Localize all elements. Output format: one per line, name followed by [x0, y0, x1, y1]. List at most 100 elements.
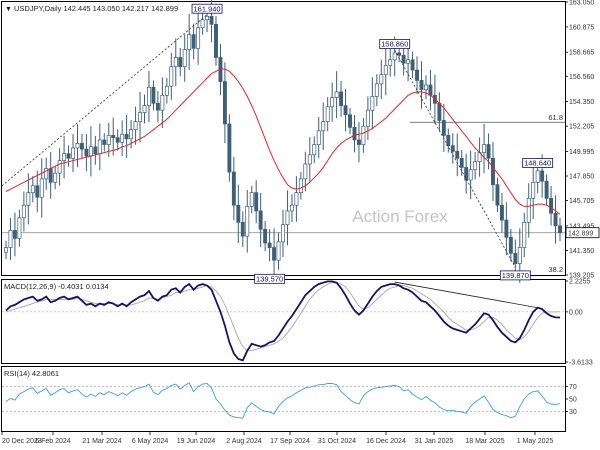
price-candle	[240, 211, 245, 248]
price-candle	[12, 212, 17, 257]
price-candle	[419, 61, 424, 109]
price-candle	[491, 141, 495, 202]
price-candle	[182, 34, 187, 82]
price-candle	[374, 74, 379, 107]
price-candle	[289, 194, 294, 222]
date-tick-label: 31 Jan 2025	[415, 438, 454, 445]
price-candle	[334, 71, 339, 119]
price-candle	[191, 23, 196, 60]
price-candle	[155, 90, 160, 123]
price-candles	[4, 0, 562, 283]
price-candle	[267, 229, 272, 262]
date-tick-label: 31 Oct 2024	[318, 438, 356, 445]
price-candle	[263, 221, 268, 252]
price-candle	[21, 191, 26, 232]
price-candle	[544, 174, 549, 206]
price-candle	[222, 62, 227, 144]
price-candle	[343, 89, 348, 132]
price-label-text: 148.640	[524, 159, 551, 168]
price-candle	[124, 115, 129, 159]
price-tick-label: 141.350	[569, 248, 594, 255]
price-candle	[303, 151, 308, 192]
price-candle	[294, 176, 299, 222]
last-price-tag: 142.899	[565, 227, 600, 239]
price-candle	[499, 192, 504, 233]
falling-trendline	[394, 49, 516, 268]
price-panel-header: USDJPY,Daily 142.445 143.050 142.217 142…	[14, 4, 178, 13]
price-candle	[549, 185, 554, 226]
price-candle	[526, 183, 531, 238]
price-label-text: 139.570	[256, 274, 283, 283]
price-candle	[214, 16, 218, 66]
price-candle	[379, 59, 384, 99]
price-candle	[169, 52, 174, 100]
price-candle	[339, 80, 344, 117]
macd-y-axis: 2.2255 0.00 -3.6133	[565, 279, 593, 367]
macd-trendline	[394, 281, 538, 309]
fib-61-8-label: 61.8	[548, 113, 563, 122]
price-y-axis: 163.050 160.875 158.665 156.560 154.350 152.2…	[565, 0, 600, 280]
price-candle	[307, 136, 312, 182]
macd-tick-label: 0.00	[569, 309, 583, 316]
price-candle	[249, 185, 254, 214]
price-candle	[115, 129, 120, 151]
price-candle	[200, 12, 205, 35]
price-candle	[281, 209, 285, 257]
price-candle	[258, 193, 263, 248]
price-tick-label: 147.850	[569, 174, 594, 181]
moving-average-line	[5, 68, 561, 215]
price-candle	[357, 122, 361, 163]
price-candle	[352, 115, 357, 153]
price-candle	[410, 51, 415, 79]
price-candle	[365, 96, 370, 140]
price-label-box: 139.570	[254, 273, 285, 284]
price-candle	[486, 133, 491, 170]
price-candle	[236, 184, 241, 244]
price-candle	[473, 152, 478, 180]
price-candle	[495, 177, 500, 213]
price-candle	[75, 124, 80, 168]
date-tick-label: 16 Dec 2024	[366, 438, 406, 445]
price-candle	[312, 136, 317, 164]
price-candle	[120, 120, 125, 156]
price-candle	[459, 150, 464, 176]
price-candle	[133, 106, 138, 145]
price-candle	[71, 134, 75, 173]
price-candle	[383, 44, 388, 96]
price-candle	[4, 240, 8, 260]
price-candle	[102, 133, 107, 152]
price-candle	[8, 218, 13, 260]
price-candle	[468, 150, 473, 200]
macd-line	[5, 280, 561, 362]
date-tick-label: 17 Sep 2024	[270, 438, 310, 445]
price-candle	[330, 82, 335, 122]
price-candle	[26, 173, 31, 225]
price-candle	[39, 158, 44, 218]
price-label-box: 139.870	[499, 270, 531, 281]
date-tick-label: 21 Mar 2024	[82, 438, 121, 445]
price-candle	[522, 212, 527, 258]
rsi-lines	[2, 382, 565, 419]
price-label-box: 158.860	[379, 39, 411, 49]
price-candle	[316, 117, 321, 159]
price-candle	[147, 70, 151, 123]
price-candle	[276, 232, 281, 270]
price-candle	[164, 77, 169, 104]
price-candle	[80, 133, 84, 159]
rsi-line	[5, 382, 561, 419]
watermark: Action Forex	[352, 207, 448, 226]
price-candle	[321, 102, 326, 151]
macd-panel-header: MACD(12,26,9) -0.4031 0.0134	[4, 282, 109, 291]
date-tick-label: 19 Jun 2024	[177, 438, 216, 445]
price-label-box: 161.940	[191, 3, 223, 14]
price-candle	[531, 161, 536, 219]
price-tick-label: 158.665	[569, 50, 594, 57]
price-annotation-labels: 161.940 139.570 158.860 148.640 139.870 61.8 3…	[191, 3, 563, 284]
price-candle	[151, 80, 156, 111]
price-candle	[553, 195, 558, 244]
price-candle	[111, 117, 116, 156]
price-tick-label: 163.050	[569, 0, 594, 7]
price-tick-label: 154.350	[569, 99, 594, 106]
